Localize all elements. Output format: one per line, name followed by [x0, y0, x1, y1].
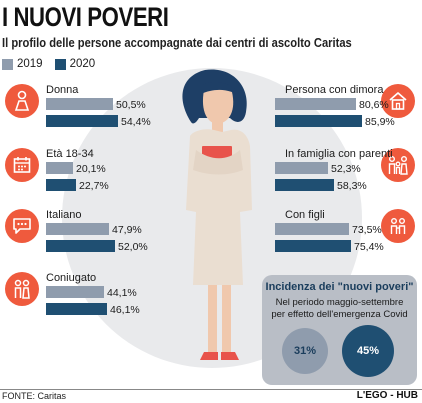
value-label-persona-con-dimora-2019: 80,6%	[359, 99, 389, 111]
footer-divider	[0, 389, 422, 390]
incidence-title: Incidenza dei "nuovi poveri"	[265, 281, 414, 293]
legend-item-2020: 2020	[54, 58, 96, 70]
value-label-persona-con-dimora-2020: 85,9%	[365, 116, 395, 128]
bar-donna-2019	[46, 98, 113, 110]
bar-persona-con-dimora-2019	[275, 98, 356, 110]
incidence-subtitle: Nel periodo maggio-settembre per effetto…	[262, 297, 417, 321]
category-label-coniugato: Coniugato	[46, 272, 96, 284]
category-label-persona-con-dimora: Persona con dimora	[285, 84, 384, 96]
category-label-con-figli: Con figli	[285, 209, 325, 221]
legend-swatch-2020	[54, 58, 66, 70]
incidence-value-2019: 31%	[293, 345, 317, 357]
bar-et-18-34-2019	[46, 162, 73, 174]
legend-label-2019: 2019	[17, 58, 43, 70]
legend: 2019 2020	[2, 58, 107, 70]
children-icon	[381, 209, 415, 243]
house-icon	[381, 84, 415, 118]
incidence-circle-2019: 31%	[282, 328, 328, 374]
woman-icon	[5, 84, 39, 118]
bar-con-figli-2020	[275, 240, 351, 252]
legend-item-2019: 2019	[2, 58, 43, 70]
category-label-in-famiglia-con-parenti: In famiglia con parenti	[285, 148, 393, 160]
bar-donna-2020	[46, 115, 118, 127]
category-label-et-18-34: Età 18-34	[46, 148, 94, 160]
family-icon	[381, 148, 415, 182]
bar-coniugato-2020	[46, 303, 107, 315]
value-label-con-figli-2019: 73,5%	[352, 224, 382, 236]
source-note: FONTE: Caritas	[2, 391, 67, 401]
bar-in-famiglia-con-parenti-2020	[275, 179, 334, 191]
bar-in-famiglia-con-parenti-2019	[275, 162, 328, 174]
speech-bubble-icon	[5, 209, 39, 243]
page-title: I NUOVI POVERI	[2, 2, 169, 32]
credit-label: L'EGO - HUB	[356, 390, 418, 401]
value-label-italiano-2019: 47,9%	[112, 224, 142, 236]
value-label-coniugato-2020: 46,1%	[110, 304, 140, 316]
legend-label-2020: 2020	[69, 58, 96, 70]
value-label-in-famiglia-con-parenti-2020: 58,3%	[337, 180, 367, 192]
bar-italiano-2019	[46, 223, 109, 235]
value-label-donna-2019: 50,5%	[116, 99, 146, 111]
value-label-donna-2020: 54,4%	[121, 116, 151, 128]
value-label-in-famiglia-con-parenti-2019: 52,3%	[331, 163, 361, 175]
bar-coniugato-2019	[46, 286, 104, 298]
value-label-et-18-34-2019: 20,1%	[76, 163, 106, 175]
couple-icon	[5, 272, 39, 306]
category-label-donna: Donna	[46, 84, 79, 96]
value-label-italiano-2020: 52,0%	[118, 241, 148, 253]
incidence-subtitle-line2: per effetto dell'emergenza Covid	[271, 309, 408, 320]
calendar-icon	[5, 148, 39, 182]
category-label-italiano: Italiano	[46, 209, 81, 221]
bar-et-18-34-2020	[46, 179, 76, 191]
bar-italiano-2020	[46, 240, 115, 252]
incidence-circle-2020: 45%	[342, 325, 394, 377]
value-label-con-figli-2020: 75,4%	[354, 241, 384, 253]
legend-swatch-2019	[2, 58, 13, 70]
incidence-value-2020: 45%	[356, 345, 380, 357]
value-label-coniugato-2019: 44,1%	[107, 287, 137, 299]
bar-persona-con-dimora-2020	[275, 115, 362, 127]
page-subtitle: Il profilo delle persone accompagnate da…	[2, 35, 352, 50]
incidence-subtitle-line1: Nel periodo maggio-settembre	[275, 297, 404, 308]
value-label-et-18-34-2020: 22,7%	[79, 180, 109, 192]
incidence-box: Incidenza dei "nuovi poveri" Nel periodo…	[262, 275, 417, 385]
bar-con-figli-2019	[275, 223, 349, 235]
